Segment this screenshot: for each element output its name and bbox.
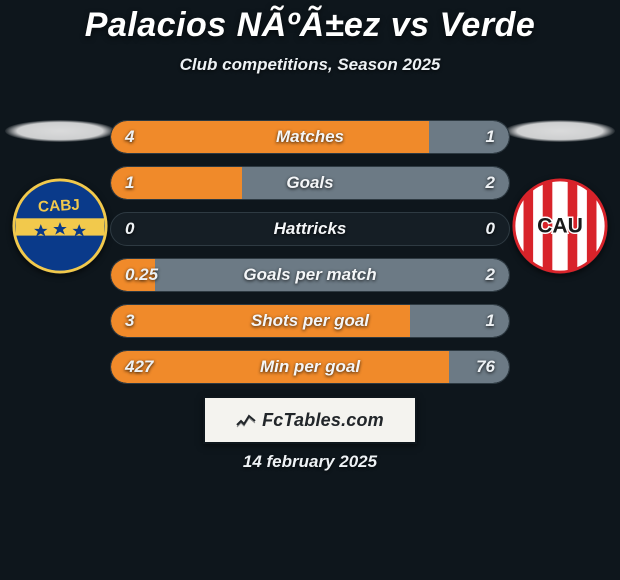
- stat-bar-left: [111, 121, 429, 153]
- right-team-column: CAU: [500, 120, 620, 274]
- left-team-column: CABJ: [0, 120, 120, 274]
- stat-value-right: 1: [486, 121, 495, 153]
- stat-value-left: 4: [125, 121, 134, 153]
- badge-shadow-right: [505, 120, 615, 142]
- stat-row: 0 0Hattricks: [110, 212, 510, 246]
- stat-bar-left: [111, 305, 410, 337]
- stat-bar-right: [242, 167, 509, 199]
- stat-bar-right: [155, 259, 509, 291]
- stat-row: 31Shots per goal: [110, 304, 510, 338]
- svg-text:CAU: CAU: [537, 215, 583, 238]
- brand-badge: FcTables.com: [203, 396, 417, 444]
- stat-value-left: 1: [125, 167, 134, 199]
- page-subtitle: Club competitions, Season 2025: [0, 55, 620, 75]
- stat-bar-left: [111, 351, 449, 383]
- stat-value-right: 0: [486, 213, 495, 245]
- stat-row: 42776Min per goal: [110, 350, 510, 384]
- brand-spark-icon: [236, 412, 256, 428]
- badge-shadow-left: [5, 120, 115, 142]
- stat-value-left: 427: [125, 351, 153, 383]
- stat-value-right: 1: [486, 305, 495, 337]
- stat-row: 41Matches: [110, 120, 510, 154]
- svg-text:CABJ: CABJ: [38, 197, 81, 216]
- union-santa-fe-badge: CAU: [512, 178, 608, 274]
- stats-comparison: 41Matches12Goals00Hattricks0.252Goals pe…: [110, 120, 510, 396]
- stat-value-left: 3: [125, 305, 134, 337]
- page-title: Palacios NÃºÃ±ez vs Verde: [0, 6, 620, 45]
- stat-value-right: 2: [486, 167, 495, 199]
- header: Palacios NÃºÃ±ez vs Verde Club competiti…: [0, 0, 620, 75]
- stat-value-left: 0: [125, 213, 134, 245]
- stat-value-left: 0.25: [125, 259, 158, 291]
- boca-juniors-badge: CABJ: [12, 178, 108, 274]
- stat-row: 12Goals: [110, 166, 510, 200]
- stat-value-right: 76: [476, 351, 495, 383]
- stat-label: Hattricks: [111, 213, 509, 245]
- stat-value-right: 2: [486, 259, 495, 291]
- stat-row: 0.252Goals per match: [110, 258, 510, 292]
- brand-text: FcTables.com: [262, 410, 384, 431]
- stat-bar-right: [429, 121, 509, 153]
- footer-date: 14 february 2025: [0, 452, 620, 472]
